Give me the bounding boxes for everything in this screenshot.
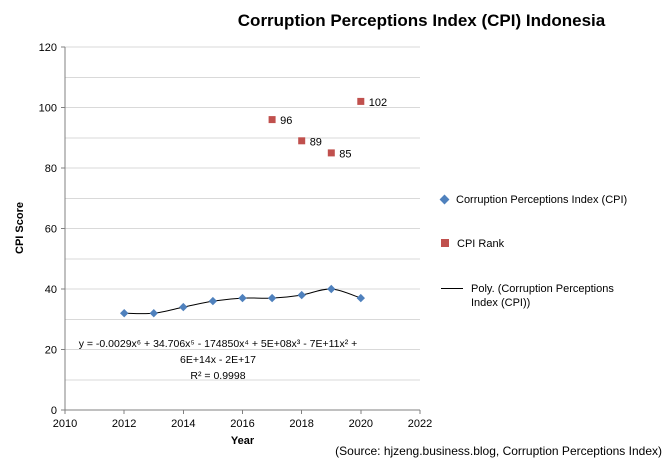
svg-text:80: 80 bbox=[45, 163, 57, 175]
rank-point-marker bbox=[357, 97, 365, 105]
legend-item-poly: Poly. (Corruption Perceptions Index (CPI… bbox=[441, 282, 663, 311]
cpi-point-marker bbox=[297, 290, 306, 300]
line-marker-icon bbox=[441, 287, 463, 289]
legend-label-poly: Poly. (Corruption Perceptions Index (CPI… bbox=[471, 282, 614, 309]
svg-text:0: 0 bbox=[51, 405, 57, 417]
svg-text:100: 100 bbox=[39, 103, 57, 115]
x-axis-title: Year bbox=[230, 435, 255, 447]
rank-data-label: 85 bbox=[339, 148, 351, 160]
square-marker-icon bbox=[441, 239, 449, 248]
cpi-point-marker bbox=[208, 296, 218, 306]
svg-text:2022: 2022 bbox=[408, 418, 432, 430]
equation-annotation: y = -0.0029x⁶ + 34.706x⁵ - 174850x⁴ + 5E… bbox=[79, 338, 358, 382]
svg-text:6E+14x - 2E+17: 6E+14x - 2E+17 bbox=[180, 354, 256, 366]
x-tick-labels: 2010 2012 2014 2016 2018 2020 2022 bbox=[53, 418, 432, 430]
chart-title: Corruption Perceptions Index (CPI) Indon… bbox=[237, 11, 606, 30]
svg-text:2018: 2018 bbox=[289, 418, 313, 430]
gridlines bbox=[65, 46, 420, 381]
rank-data-label: 89 bbox=[310, 136, 322, 148]
rank-series-markers: 96 89 85 102 bbox=[268, 97, 387, 160]
y-tick-labels: 0 20 40 60 80 100 120 bbox=[39, 42, 57, 417]
cpi-point-marker bbox=[267, 293, 277, 303]
cpi-point-marker bbox=[356, 293, 365, 303]
svg-text:2012: 2012 bbox=[112, 418, 136, 430]
rank-point-marker bbox=[327, 149, 335, 157]
legend: Corruption Perceptions Index (CPI) CPI R… bbox=[439, 193, 663, 311]
legend-label-cpi: Corruption Perceptions Index (CPI) bbox=[456, 194, 628, 206]
rank-data-label: 102 bbox=[369, 97, 387, 109]
legend-item-cpi: Corruption Perceptions Index (CPI) bbox=[439, 193, 663, 207]
rank-data-label: 96 bbox=[280, 115, 292, 127]
cpi-point-marker bbox=[327, 284, 336, 294]
cpi-point-marker bbox=[149, 309, 158, 318]
svg-text:y = -0.0029x⁶ + 34.706x⁵ - 174: y = -0.0029x⁶ + 34.706x⁵ - 174850x⁴ + 5E… bbox=[79, 338, 358, 350]
diamond-marker-icon bbox=[439, 194, 450, 205]
cpi-point-marker bbox=[238, 293, 247, 303]
cpi-point-marker bbox=[120, 309, 129, 318]
svg-text:2014: 2014 bbox=[171, 418, 195, 430]
svg-text:120: 120 bbox=[39, 42, 57, 54]
svg-text:20: 20 bbox=[45, 345, 57, 357]
legend-item-rank: CPI Rank bbox=[441, 237, 663, 251]
cpi-point-marker bbox=[179, 302, 188, 312]
svg-text:2016: 2016 bbox=[230, 418, 254, 430]
svg-text:60: 60 bbox=[45, 224, 57, 236]
rank-point-marker bbox=[268, 116, 276, 124]
cpi-series-markers bbox=[120, 284, 365, 318]
chart-svg: 2010 2012 2014 2016 2018 2020 2022 0 20 40 60 80 100… bbox=[39, 42, 433, 430]
y-axis-title: CPI Score bbox=[14, 202, 26, 254]
svg-text:R² = 0.9998: R² = 0.9998 bbox=[190, 370, 245, 382]
axes bbox=[61, 46, 421, 414]
legend-label-rank: CPI Rank bbox=[457, 238, 505, 251]
svg-text:2020: 2020 bbox=[349, 418, 373, 430]
svg-text:40: 40 bbox=[45, 284, 57, 296]
rank-point-marker bbox=[298, 137, 306, 145]
svg-text:2010: 2010 bbox=[53, 418, 77, 430]
source-caption: (Source: hjzeng.business.blog, Corruptio… bbox=[335, 444, 662, 458]
